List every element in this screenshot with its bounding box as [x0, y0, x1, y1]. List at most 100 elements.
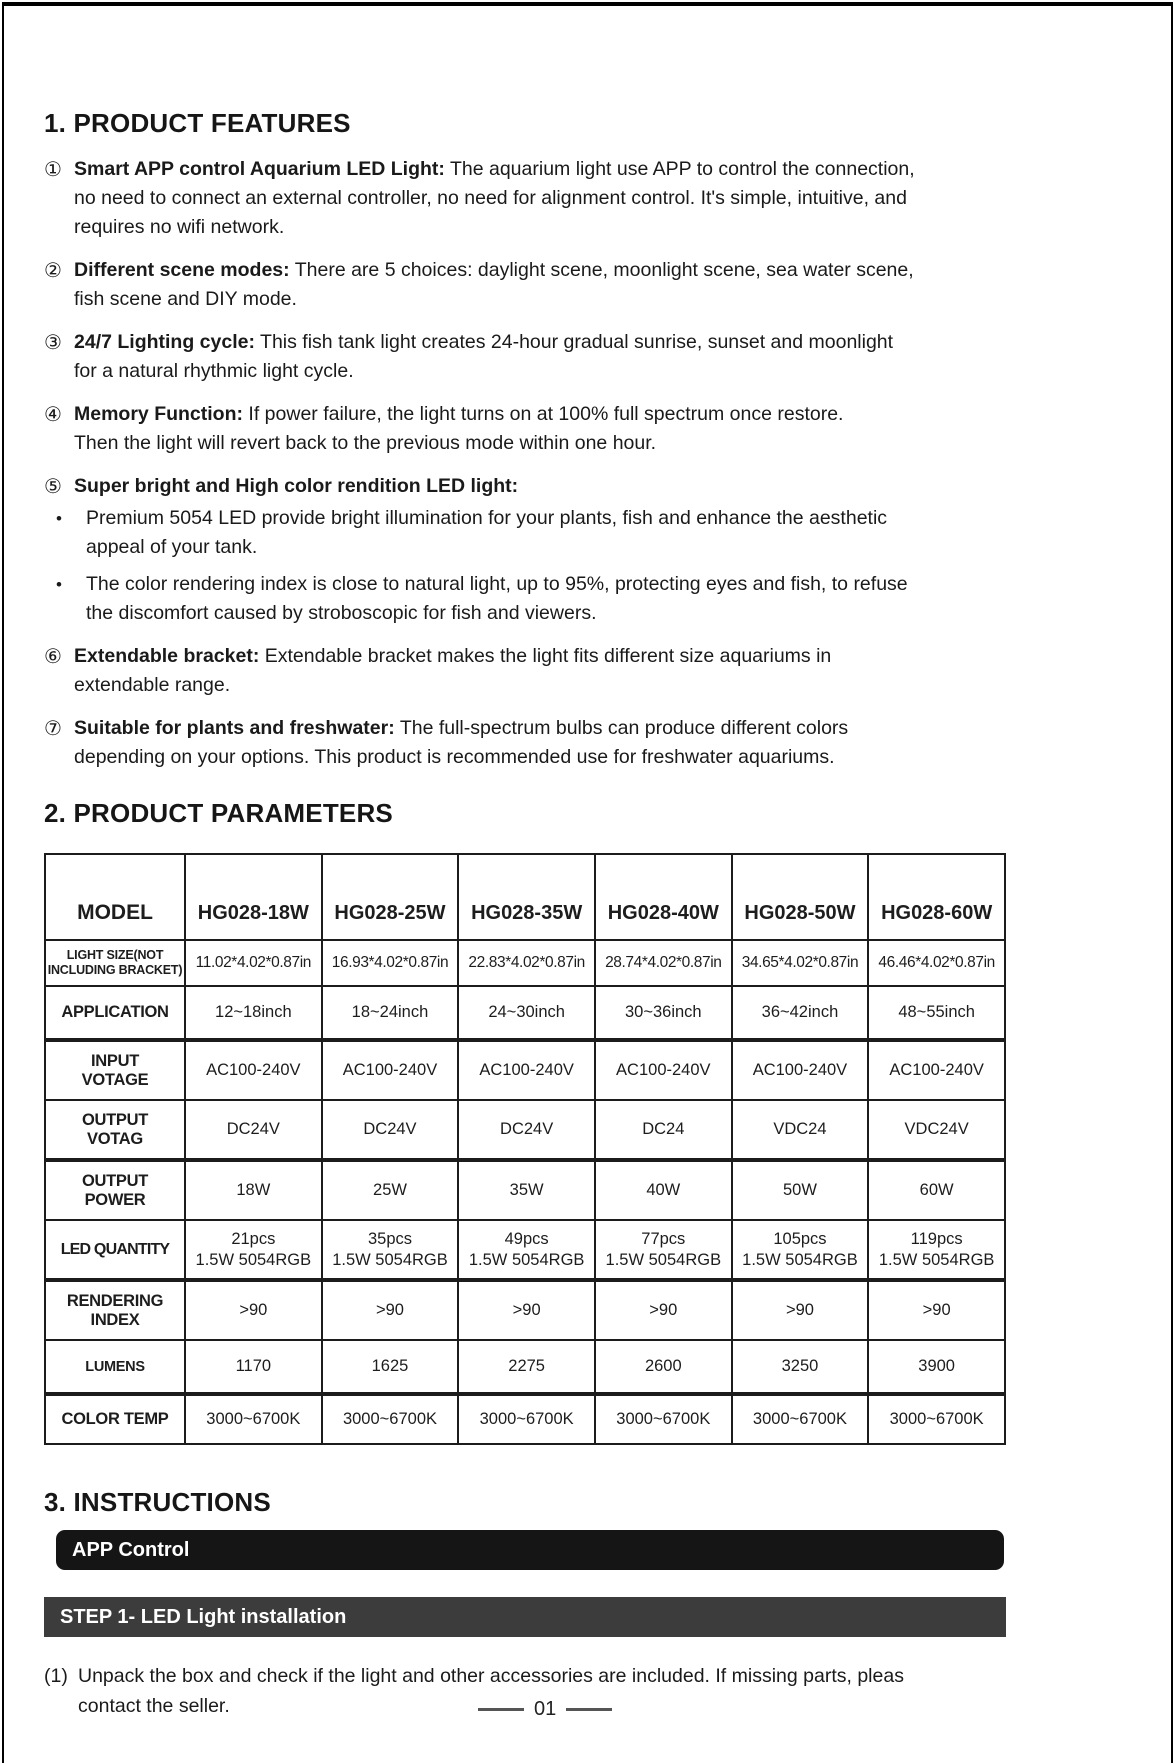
param-header-model: MODEL: [44, 853, 186, 941]
param-cell: 35pcs 1.5W 5054RGB: [320, 1219, 460, 1281]
param-cell: 16.93*4.02*0.87in: [320, 939, 460, 987]
param-cell: 2600: [593, 1339, 733, 1395]
param-cell: >90: [867, 1278, 1006, 1341]
feature-item-2: ② Different scene modes: There are 5 cho…: [44, 256, 1120, 314]
param-cell: VDC24: [730, 1099, 870, 1161]
feature-text-6: Extendable bracket makes the light fits …: [74, 645, 832, 696]
table-row-color-temp: COLOR TEMP 3000~6700K 3000~6700K 3000~67…: [44, 1392, 1006, 1445]
param-cell: VDC24V: [867, 1099, 1006, 1161]
param-cell: 36~42inch: [730, 985, 870, 1041]
feature-text-4: If power failure, the light turns on at …: [74, 403, 844, 454]
table-row-lumens: LUMENS 1170 1625 2275 2600 3250 3900: [44, 1339, 1006, 1395]
parameters-table: MODEL HG028-18W HG028-25W HG028-35W HG02…: [44, 853, 1006, 1445]
param-cell: 105pcs 1.5W 5054RGB: [730, 1219, 870, 1281]
step1-number: (1): [44, 1665, 68, 1687]
param-cell: 49pcs 1.5W 5054RGB: [457, 1219, 596, 1281]
feature-text-1: The aquarium light use APP to control th…: [74, 158, 915, 238]
param-label-rendering-index: RENDERING INDEX: [44, 1278, 186, 1341]
param-cell: DC24: [593, 1099, 733, 1161]
feature-item-3: ③ 24/7 Lighting cycle: This fish tank li…: [44, 328, 1120, 386]
param-label-lumens: LUMENS: [44, 1339, 186, 1395]
feature-item-7: ⑦ Suitable for plants and freshwater: Th…: [44, 714, 1120, 772]
param-cell: 22.83*4.02*0.87in: [457, 939, 596, 987]
param-model-4: HG028-40W: [593, 853, 733, 941]
feature-body-4: Memory Function: If power failure, the l…: [74, 400, 1120, 458]
param-cell: 3000~6700K: [730, 1392, 870, 1445]
table-row-light-size: LIGHT SIZE(NOT INCLUDING BRACKET) 11.02*…: [44, 939, 1006, 987]
table-row-rendering-index: RENDERING INDEX >90 >90 >90 >90 >90 >90: [44, 1278, 1006, 1341]
feature-heading-4: Memory Function:: [74, 403, 243, 425]
app-control-banner-label: APP Control: [72, 1538, 190, 1561]
param-cell: 30~36inch: [593, 985, 733, 1041]
feature-item-1: ① Smart APP control Aquarium LED Light: …: [44, 155, 1120, 242]
param-label-color-temp: COLOR TEMP: [44, 1392, 186, 1445]
feature-heading-5: Super bright and High color rendition LE…: [74, 475, 519, 497]
param-cell: AC100-240V: [457, 1038, 596, 1101]
parameters-section-title: 2. PRODUCT PARAMETERS: [44, 798, 393, 828]
bullet-text-2: The color rendering index is close to na…: [86, 573, 908, 624]
param-cell: 3000~6700K: [457, 1392, 596, 1445]
feature-number-1: ①: [44, 159, 62, 181]
feature-heading-3: 24/7 Lighting cycle:: [74, 331, 255, 353]
param-label-light-size: LIGHT SIZE(NOT INCLUDING BRACKET): [44, 939, 186, 987]
page-content: 1. PRODUCT FEATURES ① Smart APP control …: [44, 108, 1120, 1721]
param-model-3: HG028-35W: [457, 853, 596, 941]
bullet-text-1: Premium 5054 LED provide bright illumina…: [86, 507, 888, 558]
feature-item-6: ⑥ Extendable bracket: Extendable bracket…: [44, 642, 1120, 700]
param-cell: AC100-240V: [730, 1038, 870, 1101]
param-cell: 1625: [320, 1339, 460, 1395]
param-cell: AC100-240V: [867, 1038, 1006, 1101]
param-cell: 119pcs 1.5W 5054RGB: [867, 1219, 1006, 1281]
bullet-dot-icon: •: [56, 509, 62, 528]
bullet-item-1: • Premium 5054 LED provide bright illumi…: [44, 504, 1120, 562]
param-cell: 60W: [867, 1158, 1006, 1221]
feature-body-5: Super bright and High color rendition LE…: [74, 472, 1120, 502]
param-cell: 3900: [867, 1339, 1006, 1395]
param-cell: >90: [593, 1278, 733, 1341]
param-cell: DC24V: [320, 1099, 460, 1161]
param-cell: AC100-240V: [320, 1038, 460, 1101]
param-cell: 46.46*4.02*0.87in: [867, 939, 1006, 987]
page-number-dash-left: [478, 1707, 524, 1711]
feature-number-7: ⑦: [44, 718, 62, 740]
param-cell: 11.02*4.02*0.87in: [184, 939, 323, 987]
param-cell: 35W: [457, 1158, 596, 1221]
page-number-dash-right: [566, 1707, 613, 1711]
app-control-banner: APP Control: [56, 1530, 1004, 1570]
param-cell: 48~55inch: [867, 985, 1006, 1041]
param-label-application: APPLICATION: [44, 985, 186, 1041]
param-cell: 25W: [320, 1158, 460, 1221]
param-cell: 2275: [457, 1339, 596, 1395]
param-cell: >90: [730, 1278, 870, 1341]
param-cell: AC100-240V: [184, 1038, 323, 1101]
param-cell: 40W: [593, 1158, 733, 1221]
feature-heading-7: Suitable for plants and freshwater:: [74, 717, 395, 739]
param-cell: 3000~6700K: [867, 1392, 1006, 1445]
param-cell: 21pcs 1.5W 5054RGB: [184, 1219, 323, 1281]
page-number-value: 01: [534, 1698, 557, 1720]
table-row-led-quantity: LED QUANTITY 21pcs 1.5W 5054RGB 35pcs 1.…: [44, 1219, 1006, 1281]
table-row-application: APPLICATION 12~18inch 18~24inch 24~30inc…: [44, 985, 1006, 1041]
param-cell: 3000~6700K: [593, 1392, 733, 1445]
param-label-led-quantity: LED QUANTITY: [44, 1219, 186, 1281]
param-cell: 3000~6700K: [320, 1392, 460, 1445]
param-cell: 18~24inch: [320, 985, 460, 1041]
table-row-input-voltage: INPUT VOTAGE AC100-240V AC100-240V AC100…: [44, 1038, 1006, 1101]
param-model-1: HG028-18W: [184, 853, 323, 941]
param-cell: 3250: [730, 1339, 870, 1395]
param-cell: 77pcs 1.5W 5054RGB: [593, 1219, 733, 1281]
table-row-output-power: OUTPUT POWER 18W 25W 35W 40W 50W 60W: [44, 1158, 1006, 1221]
param-cell: >90: [457, 1278, 596, 1341]
feature-text-3: This fish tank light creates 24-hour gra…: [74, 331, 894, 382]
step1-banner: STEP 1- LED Light installation: [44, 1597, 1006, 1637]
param-model-5: HG028-50W: [730, 853, 870, 941]
step1-text: Unpack the box and check if the light an…: [78, 1661, 1120, 1721]
step1-banner-label: STEP 1- LED Light installation: [60, 1605, 347, 1628]
param-cell: 24~30inch: [457, 985, 596, 1041]
param-cell: 3000~6700K: [184, 1392, 323, 1445]
feature-number-2: ②: [44, 260, 62, 282]
step1-paragraph: (1) Unpack the box and check if the ligh…: [44, 1661, 1120, 1721]
param-cell: 28.74*4.02*0.87in: [593, 939, 733, 987]
